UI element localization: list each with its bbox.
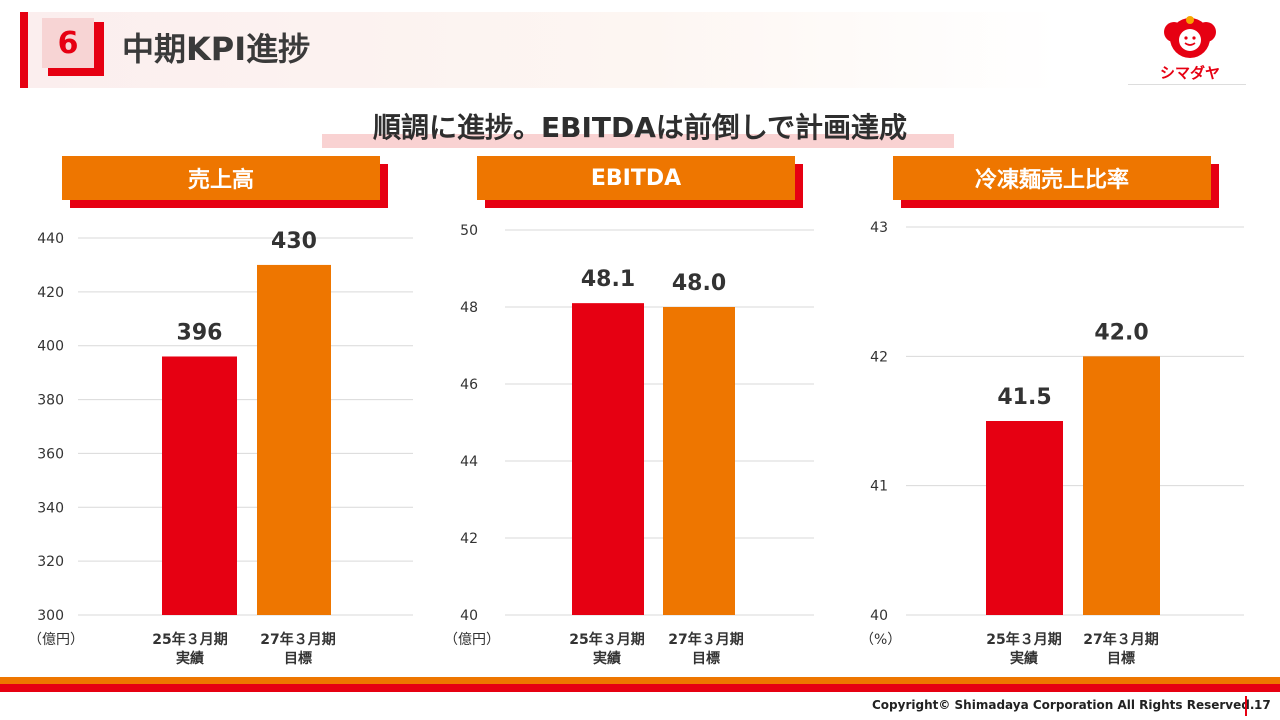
y-tick-label: 42 [870,349,888,365]
category-label: 実績 [593,650,621,667]
category-label: 25年３月期 [986,631,1061,648]
section-number-badge: 6 [42,18,94,68]
logo-text: シマダヤ [1160,64,1220,82]
data-label: 430 [271,229,317,254]
footer-red-band [0,684,1280,692]
headline-highlight [322,134,954,148]
y-tick-label: 44 [460,454,478,470]
bar [162,356,237,615]
unit-label-frozen-ratio: （%） [860,632,902,648]
category-label: 目標 [1107,650,1135,667]
data-label: 396 [177,320,223,345]
y-tick-label: 40 [460,608,478,624]
category-label: 25年３月期 [152,631,227,648]
chart-title-ebitda: EBITDA [477,156,795,200]
unit-label-sales: （億円） [28,632,84,648]
chart-title-sales: 売上高 [62,156,380,200]
category-label: 実績 [176,650,204,667]
header-accent-stripe [20,12,28,88]
data-label: 48.1 [581,267,635,292]
headline: 順調に進捗。EBITDAは前倒しで計画達成 [372,111,908,144]
header-bar [20,12,1060,88]
copyright: Copyright© Shimadaya Corporation All Rig… [872,698,1255,712]
y-tick-label: 380 [37,393,64,409]
y-tick-label: 440 [37,231,64,247]
data-label: 41.5 [997,385,1051,410]
y-tick-label: 42 [460,531,478,547]
y-tick-label: 400 [37,339,64,355]
bar [986,421,1063,615]
category-label: 目標 [284,650,312,667]
y-tick-label: 48 [460,300,478,316]
category-label: 27年３月期 [668,631,743,648]
bar [663,307,735,615]
y-tick-label: 50 [460,223,478,239]
y-tick-label: 43 [870,220,888,236]
footer-orange-band [0,677,1280,684]
category-label: 27年３月期 [1083,631,1158,648]
page-number-divider [1245,696,1247,716]
bar [1083,356,1160,615]
shimadaya-logo: シマダヤ [1160,16,1220,82]
chart-title-frozen-ratio: 冷凍麺売上比率 [893,156,1211,200]
bar [257,264,331,615]
category-label: 25年３月期 [569,631,644,648]
page-title: 中期KPI進捗 [122,30,311,68]
category-label: 目標 [692,650,720,667]
y-tick-label: 40 [870,608,888,624]
y-tick-label: 300 [37,608,64,624]
data-label: 48.0 [672,271,726,296]
category-label: 実績 [1010,650,1038,667]
y-tick-label: 360 [37,446,64,462]
bar [572,303,644,615]
logo-divider [1128,84,1246,85]
y-tick-label: 320 [37,554,64,570]
page-number: 17 [1254,698,1271,712]
category-label: 27年３月期 [260,631,335,648]
y-tick-label: 46 [460,377,478,393]
y-tick-label: 420 [37,285,64,301]
data-label: 42.0 [1094,320,1148,345]
y-tick-label: 340 [37,500,64,516]
logo-flower-icon [1164,16,1216,58]
unit-label-ebitda: （億円） [444,632,500,648]
y-tick-label: 41 [870,479,888,495]
